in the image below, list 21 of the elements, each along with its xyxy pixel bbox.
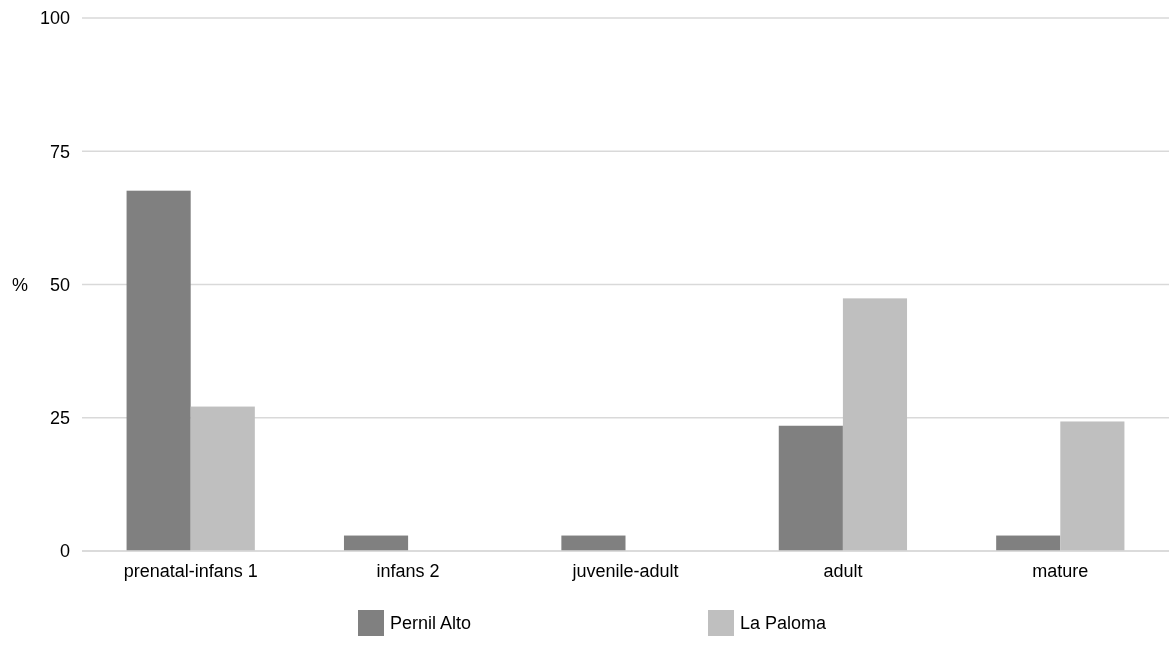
- bar: [126, 190, 191, 551]
- y-axis-title: %: [11, 274, 29, 295]
- x-tick-label: infans 2: [376, 561, 440, 581]
- bar: [343, 535, 409, 551]
- x-tick-label: adult: [823, 561, 863, 581]
- bar: [778, 425, 843, 551]
- y-tick-label: 0: [59, 541, 70, 562]
- bar: [996, 535, 1061, 551]
- bar: [561, 535, 626, 551]
- y-tick-label: 75: [49, 141, 70, 162]
- bar: [842, 298, 908, 551]
- legend-label: La Paloma: [740, 613, 828, 633]
- y-tick-label: 50: [49, 274, 70, 295]
- x-tick-label: prenatal-infans 1: [123, 561, 258, 581]
- x-tick-label: mature: [1032, 561, 1089, 581]
- x-tick-label: juvenile-adult: [571, 561, 679, 581]
- bar: [1060, 421, 1125, 551]
- legend-label: Pernil Alto: [390, 613, 472, 633]
- y-tick-label: 25: [49, 408, 70, 429]
- y-tick-label: 100: [39, 8, 70, 29]
- bar: [190, 406, 255, 551]
